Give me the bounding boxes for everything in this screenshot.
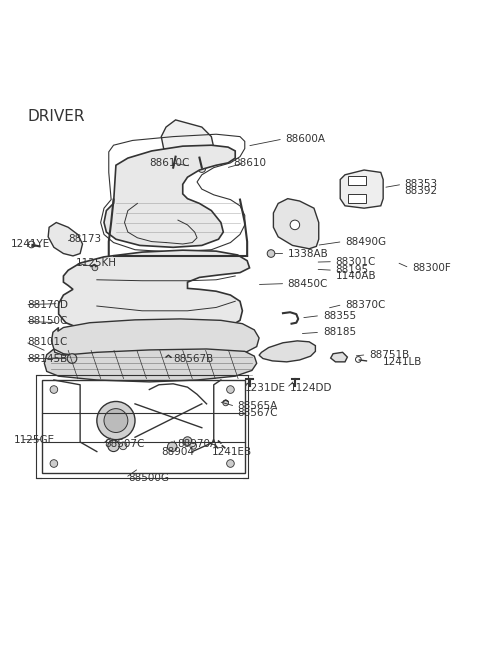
Text: DRIVER: DRIVER [28,109,85,124]
Circle shape [267,250,275,257]
Text: 88173: 88173 [68,234,101,244]
Text: 88567B: 88567B [173,354,214,364]
Circle shape [183,437,192,445]
Circle shape [67,354,77,364]
Bar [42,380,245,473]
Polygon shape [340,170,383,208]
Text: 88150C: 88150C [28,316,68,326]
Circle shape [28,241,35,248]
Polygon shape [274,198,319,249]
Text: 88195: 88195 [336,265,369,275]
Text: 1125KH: 1125KH [75,258,116,268]
Polygon shape [161,120,214,160]
Text: 88610C: 88610C [149,158,190,168]
Text: 88355: 88355 [324,310,357,320]
Text: 1125GE: 1125GE [13,435,54,445]
Circle shape [223,400,228,405]
Circle shape [190,443,197,449]
Circle shape [169,165,177,172]
Bar [36,375,248,478]
Text: 1241LB: 1241LB [383,357,422,367]
Polygon shape [331,352,348,362]
Text: 88353: 88353 [405,179,438,189]
Text: 88567C: 88567C [238,409,278,419]
Text: 88170D: 88170D [28,299,69,310]
Circle shape [198,165,205,172]
Text: 88565A: 88565A [238,402,278,411]
Polygon shape [44,349,257,382]
Circle shape [119,442,127,450]
Text: 1338AB: 1338AB [288,248,328,259]
Bar [348,176,365,185]
Text: 88904: 88904 [161,447,194,457]
Circle shape [168,442,177,451]
Text: 88970A: 88970A [177,440,217,449]
Circle shape [50,460,58,467]
Text: 88185: 88185 [324,328,357,337]
Text: 1140AB: 1140AB [336,271,376,282]
Text: 1231DE: 1231DE [245,383,286,393]
Text: 88101C: 88101C [28,337,68,346]
Circle shape [108,440,119,451]
Circle shape [97,402,135,440]
Text: 88392: 88392 [405,187,438,196]
Circle shape [50,386,58,394]
Text: 88490G: 88490G [345,236,386,246]
Polygon shape [51,319,259,360]
Circle shape [356,356,361,362]
Polygon shape [59,250,250,335]
Text: 88610: 88610 [233,158,266,168]
Polygon shape [259,341,315,362]
Text: 88600A: 88600A [285,134,325,144]
Text: 88301C: 88301C [336,257,376,267]
Text: 1241EB: 1241EB [211,447,252,457]
Text: 88370C: 88370C [345,299,385,310]
Text: 1241YE: 1241YE [11,239,50,249]
Circle shape [290,220,300,230]
Circle shape [104,409,128,432]
Text: 88450C: 88450C [288,278,328,289]
Bar [348,194,365,204]
Text: 88500G: 88500G [128,473,169,483]
Polygon shape [48,223,83,256]
Text: 88507C: 88507C [104,440,144,449]
Circle shape [227,386,234,394]
Text: 1124DD: 1124DD [290,383,333,393]
Circle shape [227,460,234,467]
Text: 88300F: 88300F [412,263,451,273]
Circle shape [92,265,98,271]
Polygon shape [104,145,235,248]
Text: 88145B: 88145B [28,354,68,364]
Text: 88751B: 88751B [369,350,409,360]
